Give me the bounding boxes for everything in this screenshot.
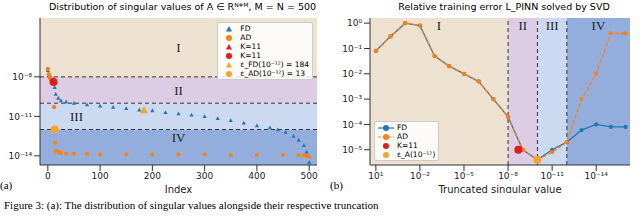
svg-text:II: II <box>518 18 527 33</box>
html-text:(a): (a) <box>0 179 13 191</box>
svg-text:IV: IV <box>592 18 606 33</box>
svg-text:I: I <box>176 40 180 55</box>
svg-text:10⁻⁸: 10⁻⁸ <box>498 171 518 181</box>
svg-text:Index: Index <box>165 184 193 193</box>
html-text:(b): (b) <box>330 179 343 191</box>
svg-text:300: 300 <box>196 171 213 181</box>
html-text:ε_FD(10⁻¹²) = 184: ε_FD(10⁻¹²) = 184 <box>240 60 309 69</box>
svg-text:10¹: 10¹ <box>368 171 383 181</box>
svg-text:10⁻¹¹: 10⁻¹¹ <box>9 112 33 122</box>
html-text:K=11: K=11 <box>397 141 418 150</box>
svg-text:II: II <box>174 83 183 98</box>
svg-text:III: III <box>546 18 559 33</box>
svg-text:10⁻⁵: 10⁻⁵ <box>342 145 362 155</box>
html-text:FD: FD <box>397 123 408 132</box>
svg-text:I: I <box>437 18 441 33</box>
svg-text:IV: IV <box>172 130 186 145</box>
html-text:Distribution of singular value: Distribution of singular values of A ∈ R… <box>49 1 316 12</box>
html-text:AD: AD <box>397 132 408 141</box>
html-text:K=11: K=11 <box>240 51 262 60</box>
svg-text:10⁻¹: 10⁻¹ <box>342 44 362 54</box>
svg-text:500: 500 <box>301 171 318 181</box>
svg-text:10⁻²: 10⁻² <box>342 69 362 79</box>
svg-text:200: 200 <box>144 171 161 181</box>
svg-text:10⁻⁵: 10⁻⁵ <box>454 171 474 181</box>
svg-text:10⁻⁴: 10⁻⁴ <box>342 120 362 130</box>
html-text:Relative training error L_PINN: Relative training error L_PINN solved by… <box>398 1 610 12</box>
html-text:Figure 3: (a): The distributio: Figure 3: (a): The distribution of singu… <box>4 199 379 211</box>
svg-text:10⁻²: 10⁻² <box>410 171 430 181</box>
html-text:ε_AD(10⁻¹²) = 13: ε_AD(10⁻¹²) = 13 <box>240 69 305 78</box>
svg-text:10⁰: 10⁰ <box>347 18 362 28</box>
svg-text:10⁻¹⁴: 10⁻¹⁴ <box>584 171 608 181</box>
html-text:FD: FD <box>240 24 251 33</box>
svg-text:Truncated singular value: Truncated singular value <box>437 184 561 193</box>
svg-text:0: 0 <box>45 171 51 181</box>
svg-text:III: III <box>70 109 83 124</box>
svg-text:10⁻³: 10⁻³ <box>342 94 362 104</box>
html-text:AD: AD <box>240 33 252 42</box>
svg-text:100: 100 <box>92 171 109 181</box>
html-text:K=11: K=11 <box>240 42 262 51</box>
svg-text:400: 400 <box>248 171 265 181</box>
svg-text:10⁻¹⁴: 10⁻¹⁴ <box>9 151 33 161</box>
html-text:ε_A(10⁻¹²): ε_A(10⁻¹²) <box>397 150 436 159</box>
svg-text:10⁻¹¹: 10⁻¹¹ <box>540 171 564 181</box>
svg-text:10⁻⁸: 10⁻⁸ <box>12 72 32 82</box>
